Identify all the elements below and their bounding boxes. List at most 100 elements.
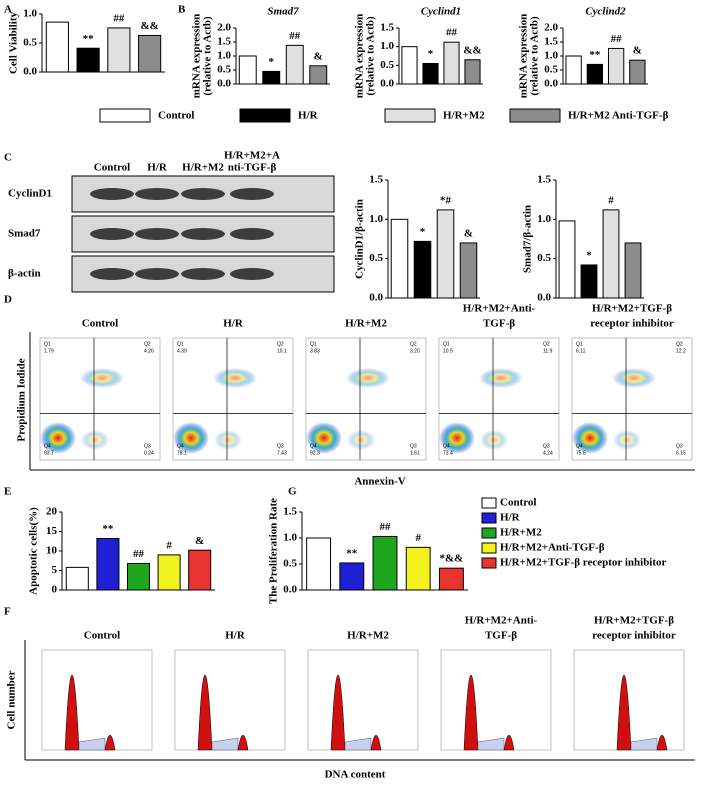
bar [390, 218, 409, 299]
quadrant-value: 4.39 [177, 348, 187, 354]
bar [629, 59, 646, 85]
blot-band [135, 188, 179, 200]
y-axis-label: The Proliferation Rate [268, 498, 280, 604]
significance-label: ## [113, 12, 125, 24]
bar [580, 264, 598, 299]
plot-title: Control [82, 318, 118, 330]
y-axis-label: (relative to Actb) [529, 16, 541, 96]
y-axis-label: Cell number [6, 670, 18, 729]
bar [558, 220, 576, 299]
legend-swatch [239, 108, 291, 123]
bar [565, 55, 582, 85]
bar [438, 567, 464, 591]
cell-cluster [213, 368, 257, 388]
significance-label: *&& [439, 553, 463, 565]
y-tick-label: 0.0 [544, 78, 558, 90]
cell-cluster [214, 430, 242, 450]
significance-label: * [420, 226, 426, 238]
panel-label: G [288, 486, 297, 498]
blot-band [230, 228, 274, 240]
quadrant-name: Q3 [144, 443, 151, 449]
y-tick-label: 2.0 [544, 22, 558, 34]
plot-title: H/R+M2+Anti- [465, 615, 538, 627]
legend-swatch [481, 527, 497, 539]
bar [372, 535, 398, 591]
bar [107, 27, 131, 73]
significance-label: ** [83, 33, 95, 45]
significance-label: * [428, 48, 434, 60]
blot-band [135, 268, 179, 280]
significance-label: & [464, 227, 473, 239]
bar [285, 44, 304, 85]
y-axis-label: CyclinD1/β-actin [354, 199, 366, 279]
legend-label: H/R+M2+Anti-TGF-β [500, 542, 605, 554]
bar [443, 41, 460, 85]
panel-label: D [4, 294, 12, 306]
y-axis-label: Cell Viability [8, 11, 20, 74]
bar [188, 549, 212, 591]
lane-label: H/R+M2+A [224, 150, 280, 162]
quadrant-name: Q1 [310, 341, 317, 347]
y-tick-label: 0.5 [544, 64, 558, 76]
quadrant-value: 4.24 [543, 450, 553, 456]
y-tick-label: 0.5 [537, 252, 551, 264]
quadrant-name: Q3 [410, 443, 417, 449]
s-phase [211, 737, 239, 751]
plot-frame [174, 649, 286, 751]
y-tick-label: 1.0 [537, 213, 551, 225]
significance-label: && [463, 44, 481, 56]
blot-row-label: β-actin [8, 268, 41, 280]
y-tick-label: 1.0 [217, 50, 231, 62]
y-tick-label: 10 [46, 545, 58, 557]
y-tick-label: 0.5 [369, 252, 383, 264]
y-tick-label: 1.0 [283, 532, 297, 544]
bar [238, 55, 257, 85]
y-tick-label: 1.0 [369, 213, 383, 225]
quadrant-value: 10.1 [277, 348, 287, 354]
y-tick-label: 5 [52, 564, 58, 576]
plot-title: H/R [225, 630, 246, 642]
blot-band [90, 228, 134, 240]
quadrant-name: Q4 [576, 443, 583, 449]
y-tick-label: 1.0 [380, 40, 394, 52]
g2-peak [503, 734, 515, 751]
y-tick-label: 0.0 [369, 292, 383, 304]
significance-label: & [195, 535, 204, 547]
bar [45, 21, 69, 73]
cell-cluster [40, 422, 76, 454]
significance-label: ** [346, 547, 358, 559]
cell-cluster [612, 368, 656, 388]
blot-row-label: Smad7 [8, 228, 41, 240]
bar [309, 65, 328, 85]
plot-title: Control [84, 630, 120, 642]
quadrant-name: Q3 [543, 443, 550, 449]
g2-peak [104, 734, 116, 751]
quadrant-value: 6.11 [576, 348, 586, 354]
y-tick-label: 0.5 [380, 59, 394, 71]
y-axis-label: (relative to Actb) [202, 16, 214, 96]
quadrant-value: 1.61 [410, 450, 420, 456]
panel-label: A [4, 4, 12, 16]
lane-label: Control [94, 162, 130, 174]
cell-cluster [80, 368, 124, 388]
bar [138, 34, 162, 73]
significance-label: ## [446, 27, 458, 39]
chart-title: Cyclind1 [421, 6, 461, 18]
y-tick-label: 1.5 [369, 174, 383, 186]
significance-label: & [314, 50, 323, 62]
legend-swatch [384, 108, 436, 123]
s-phase [78, 737, 106, 751]
y-tick-label: 0.0 [217, 78, 231, 90]
y-tick-label: 0.0 [283, 584, 297, 596]
quadrant-name: Q1 [177, 341, 184, 347]
quadrant-name: Q1 [443, 341, 450, 347]
cell-cluster [346, 368, 390, 388]
y-tick-label: 2.0 [217, 22, 231, 34]
y-axis-label: mRNA expression [191, 14, 203, 98]
quadrant-value: 78.1 [177, 450, 187, 456]
y-tick-label: 0 [52, 584, 58, 596]
significance-label: ## [611, 33, 623, 45]
lane-label: H/R [147, 162, 168, 174]
cell-cluster [572, 422, 608, 454]
